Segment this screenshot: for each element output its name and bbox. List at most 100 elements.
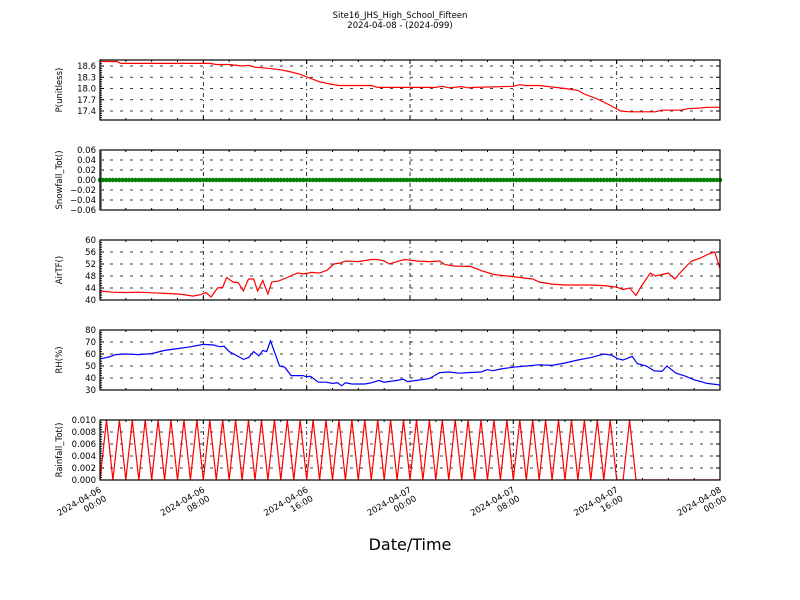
data-point [591,177,597,183]
y-tick-label: 0.000 [72,476,96,486]
data-point [152,177,158,183]
y-tick-label: 0.02 [77,166,96,176]
data-point [168,177,174,183]
data-point [126,177,132,183]
data-point [649,177,655,183]
data-point [298,177,303,183]
data-point [314,177,319,183]
data-point [530,177,535,183]
data-point [714,177,719,183]
data-point [123,177,129,183]
data-point [595,177,600,183]
data-point [417,177,422,183]
data-point [436,177,442,183]
data-point [178,177,183,183]
data-point [139,177,145,183]
data-point [285,177,290,183]
y-tick-label: 44 [85,284,96,294]
y-tick-label: 60 [85,350,96,360]
data-point [546,177,552,183]
data-point [440,177,445,183]
subplot-frame [99,329,721,391]
y-tick-label: 18.6 [77,62,96,72]
data-point [585,177,590,183]
y-axis-label: AirTF() [55,256,65,284]
data-point [294,177,300,183]
data-point [165,177,171,183]
data-point [459,177,464,183]
data-point [110,177,116,183]
subplot-frame [99,149,721,211]
y-tick-label: 30 [85,386,96,396]
data-point [462,177,468,183]
data-point [233,177,238,183]
chart-title-date: 2024-04-08 - (2024-099) [347,21,453,31]
y-tick-label: 0.004 [72,452,96,462]
y-tick-label: 0.04 [77,156,96,166]
y-tick-label: 0.010 [72,416,96,426]
data-point [536,177,542,183]
data-point [543,177,548,183]
data-point [407,177,413,183]
data-point [517,177,522,183]
data-point [485,177,490,183]
data-point [553,177,558,183]
data-point [540,177,545,183]
data-point [572,177,577,183]
data-point [578,177,584,183]
data-point [259,177,264,183]
data-point [236,177,242,183]
y-tick-label: 52 [85,260,96,270]
data-point [191,177,196,183]
data-point [172,177,177,183]
data-point [301,177,306,183]
data-point [159,177,164,183]
series-line [100,60,720,113]
data-point [214,177,219,183]
data-point [691,177,697,183]
data-point [133,177,138,183]
y-tick-label: −0.04 [70,196,96,206]
data-point [614,177,619,183]
data-point [188,177,193,183]
data-point [675,177,681,183]
data-point [640,177,645,183]
data-point [449,177,455,183]
data-point [372,177,377,183]
data-point [679,177,684,183]
data-point [527,177,532,183]
y-tick-label: 0.006 [72,440,96,450]
subplot-2: 40 44 48 52 56 60 AirTF() [55,236,721,306]
data-point [669,177,674,183]
data-point [423,177,429,183]
data-point [304,177,309,183]
data-point [210,177,216,183]
data-point [104,177,109,183]
y-axis-label: Snowfall_Tot() [55,150,65,209]
data-point [391,177,397,183]
data-point [482,177,487,183]
data-point [569,177,574,183]
data-point [427,177,432,183]
data-point [107,177,112,183]
data-point [398,177,403,183]
data-point [611,177,616,183]
y-tick-label: 40 [85,296,96,306]
y-tick-label: 70 [85,338,96,348]
data-point [672,177,677,183]
data-point [520,177,526,183]
data-point [359,177,364,183]
data-point [682,177,687,183]
subplot-1: −0.06−0.04−0.020.000.020.040.06 Snowfall_… [55,146,723,216]
y-tick-label: 17.4 [77,107,96,117]
data-point [146,177,151,183]
data-point [620,177,626,183]
data-point [604,177,610,183]
data-point [356,177,361,183]
chart-title-site: Site16_JHS_High_School_Fifteen [332,11,468,21]
data-point [465,177,471,183]
